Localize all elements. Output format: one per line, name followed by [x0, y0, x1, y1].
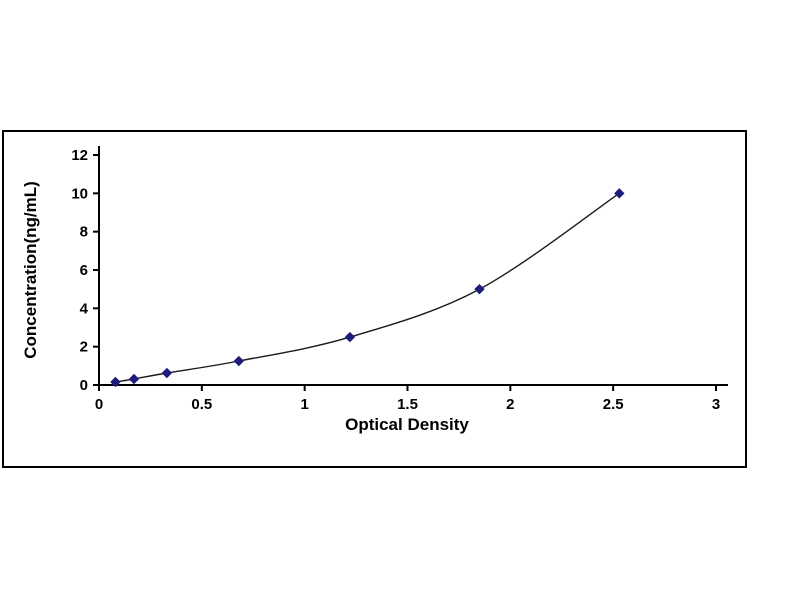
elisa-standard-curve-figure: 0 0.5 1 1.5 2 2.5 3 0 2 4 6 8 10 12 Optical Density C… [2, 130, 747, 468]
data-point-marker [161, 367, 173, 379]
x-tick-label: 3 [712, 396, 720, 413]
data-point-marker [344, 331, 356, 343]
data-point-marker [614, 188, 625, 199]
y-tick-label: 4 [80, 300, 89, 317]
x-tick-label: 1.5 [397, 396, 418, 413]
data-point-marker [233, 355, 245, 367]
y-tick-label: 12 [71, 147, 88, 164]
curve-line [115, 192, 620, 383]
y-axis-title: Concentration(ng/mL) [21, 181, 40, 359]
y-tick-label: 2 [80, 339, 88, 356]
x-axis-title: Optical Density [345, 415, 469, 434]
y-tick-label: 6 [80, 262, 88, 279]
y-tick-label: 8 [80, 224, 88, 241]
data-point-marker [474, 283, 485, 295]
data-point-marker [110, 376, 121, 388]
plot-area: 0 0.5 1 1.5 2 2.5 3 0 2 4 6 8 10 12 [71, 146, 728, 413]
x-tick-label: 2 [506, 396, 514, 413]
x-tick-label: 1 [300, 396, 308, 413]
y-tick-label: 0 [80, 377, 88, 394]
y-tick-label: 10 [71, 185, 88, 202]
standard-curve-chart: 0 0.5 1 1.5 2 2.5 3 0 2 4 6 8 10 12 Optical Density C… [21, 146, 728, 434]
x-tick-label: 0 [95, 396, 103, 413]
x-tick-label: 0.5 [191, 396, 212, 413]
x-tick-label: 2.5 [603, 396, 624, 413]
data-point-marker [128, 373, 140, 385]
